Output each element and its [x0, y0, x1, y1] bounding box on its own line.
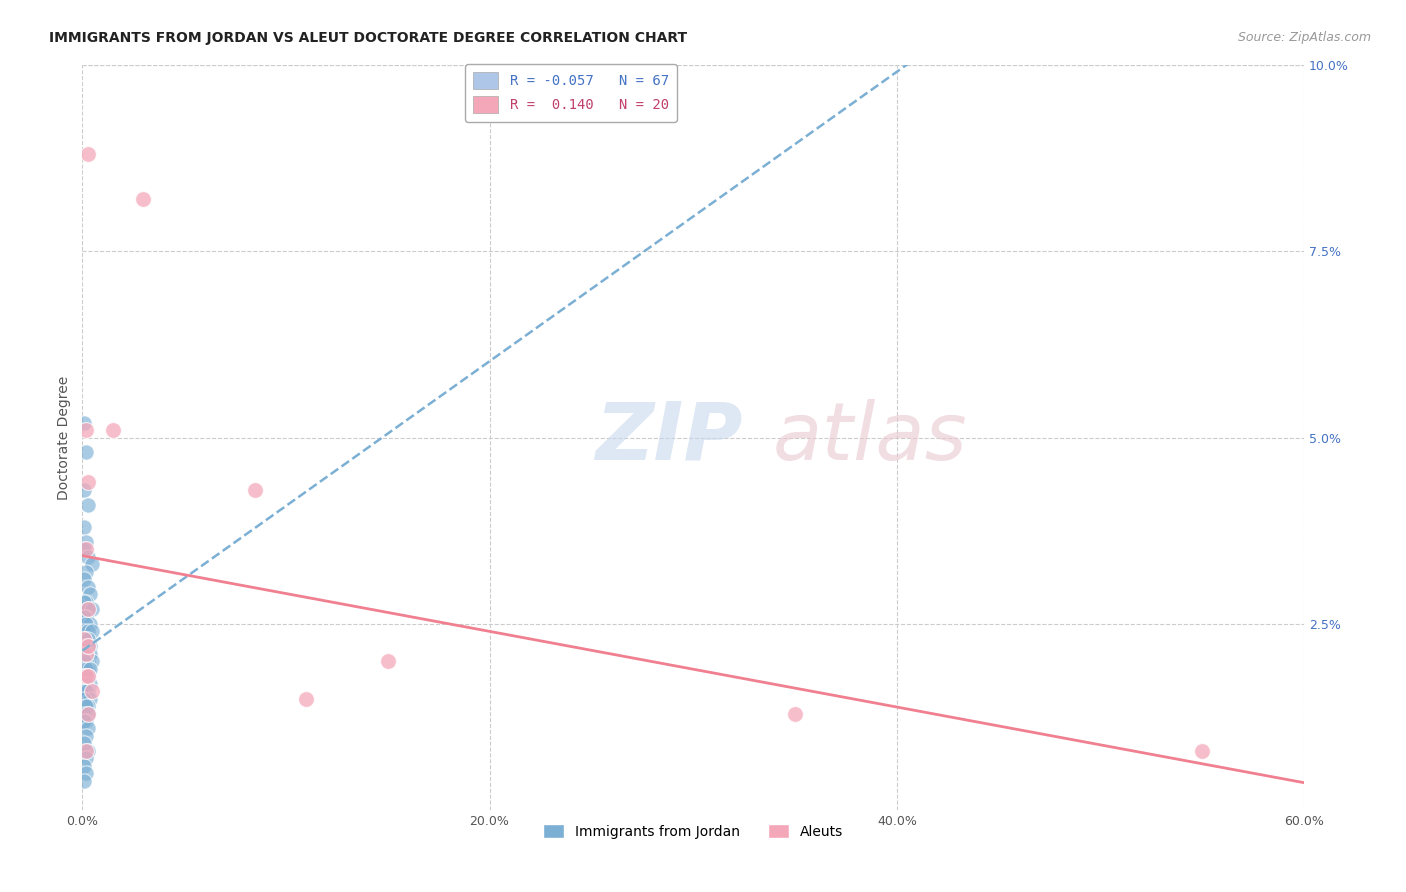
Point [75, 647, 97, 661]
Point [783, 706, 806, 721]
Point [73, 416, 96, 430]
Point [77, 706, 100, 721]
Point [1191, 744, 1213, 758]
Point [77, 662, 100, 676]
Point [75, 535, 97, 549]
Point [73, 647, 96, 661]
Point [75, 647, 97, 661]
Point [132, 192, 155, 206]
Point [77, 624, 100, 639]
Point [82, 602, 104, 616]
Point [75, 445, 97, 459]
Point [73, 609, 96, 624]
Point [77, 706, 100, 721]
Point [82, 624, 104, 639]
Point [73, 632, 96, 646]
Point [73, 758, 96, 772]
Point [77, 640, 100, 654]
Point [77, 654, 100, 668]
Point [73, 773, 96, 788]
Point [82, 654, 104, 668]
Point [101, 423, 124, 437]
Point [73, 483, 96, 497]
Point [75, 542, 97, 557]
Point [79, 691, 101, 706]
Point [79, 647, 101, 661]
Point [77, 669, 100, 683]
Legend: Immigrants from Jordan, Aleuts: Immigrants from Jordan, Aleuts [537, 819, 849, 845]
Y-axis label: Doctorate Degree: Doctorate Degree [58, 376, 72, 500]
Point [77, 475, 100, 490]
Point [377, 654, 399, 668]
Point [73, 736, 96, 750]
Point [75, 565, 97, 579]
Point [79, 662, 101, 676]
Point [73, 654, 96, 668]
Point [295, 691, 318, 706]
Point [79, 676, 101, 690]
Point [77, 602, 100, 616]
Point [77, 640, 100, 654]
Text: atlas: atlas [773, 399, 967, 476]
Text: IMMIGRANTS FROM JORDAN VS ALEUT DOCTORATE DEGREE CORRELATION CHART: IMMIGRANTS FROM JORDAN VS ALEUT DOCTORAT… [49, 31, 688, 45]
Point [82, 684, 104, 698]
Point [73, 632, 96, 646]
Point [82, 558, 104, 572]
Point [73, 520, 96, 534]
Point [77, 722, 100, 736]
Point [77, 684, 100, 698]
Text: Source: ZipAtlas.com: Source: ZipAtlas.com [1237, 31, 1371, 45]
Point [79, 617, 101, 632]
Point [77, 632, 100, 646]
Point [79, 640, 101, 654]
Point [79, 587, 101, 601]
Point [75, 662, 97, 676]
Point [75, 632, 97, 646]
Point [75, 423, 97, 437]
Point [73, 684, 96, 698]
Point [75, 714, 97, 728]
Text: ZIP: ZIP [596, 399, 742, 476]
Point [77, 744, 100, 758]
Point [75, 684, 97, 698]
Point [75, 594, 97, 608]
Point [77, 498, 100, 512]
Point [73, 542, 96, 557]
Point [75, 744, 97, 758]
Point [73, 669, 96, 683]
Point [75, 654, 97, 668]
Point [245, 483, 267, 497]
Point [73, 647, 96, 661]
Point [75, 699, 97, 714]
Point [75, 751, 97, 765]
Point [73, 676, 96, 690]
Point [73, 706, 96, 721]
Point [77, 699, 100, 714]
Point [75, 729, 97, 743]
Point [73, 640, 96, 654]
Point [75, 669, 97, 683]
Point [77, 580, 100, 594]
Point [77, 147, 100, 161]
Point [75, 609, 97, 624]
Point [77, 669, 100, 683]
Point [77, 549, 100, 564]
Point [73, 572, 96, 586]
Point [73, 714, 96, 728]
Point [75, 766, 97, 780]
Point [75, 676, 97, 690]
Point [75, 617, 97, 632]
Point [75, 640, 97, 654]
Point [73, 594, 96, 608]
Point [73, 624, 96, 639]
Point [73, 691, 96, 706]
Point [77, 602, 100, 616]
Point [75, 669, 97, 683]
